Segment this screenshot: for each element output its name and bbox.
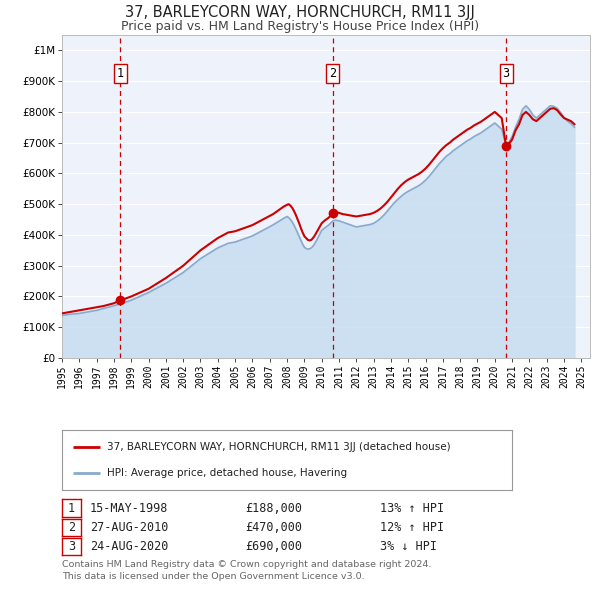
Text: Contains HM Land Registry data © Crown copyright and database right 2024.
This d: Contains HM Land Registry data © Crown c… [62, 560, 431, 581]
Text: 12% ↑ HPI: 12% ↑ HPI [380, 521, 444, 534]
Text: 1: 1 [117, 67, 124, 80]
Text: 3: 3 [502, 67, 509, 80]
Text: 37, BARLEYCORN WAY, HORNCHURCH, RM11 3JJ (detached house): 37, BARLEYCORN WAY, HORNCHURCH, RM11 3JJ… [107, 442, 451, 452]
Text: 24-AUG-2020: 24-AUG-2020 [90, 540, 169, 553]
Text: 1: 1 [68, 502, 75, 514]
Text: 2: 2 [329, 67, 337, 80]
Text: £470,000: £470,000 [245, 521, 302, 534]
Text: 3% ↓ HPI: 3% ↓ HPI [380, 540, 437, 553]
Text: HPI: Average price, detached house, Havering: HPI: Average price, detached house, Have… [107, 468, 347, 478]
Text: 3: 3 [68, 540, 75, 553]
Text: 15-MAY-1998: 15-MAY-1998 [90, 502, 169, 514]
Text: 37, BARLEYCORN WAY, HORNCHURCH, RM11 3JJ: 37, BARLEYCORN WAY, HORNCHURCH, RM11 3JJ [125, 5, 475, 20]
Text: 27-AUG-2010: 27-AUG-2010 [90, 521, 169, 534]
Text: Price paid vs. HM Land Registry's House Price Index (HPI): Price paid vs. HM Land Registry's House … [121, 20, 479, 33]
Text: 2: 2 [68, 521, 75, 534]
Text: £690,000: £690,000 [245, 540, 302, 553]
Text: 13% ↑ HPI: 13% ↑ HPI [380, 502, 444, 514]
Text: £188,000: £188,000 [245, 502, 302, 514]
